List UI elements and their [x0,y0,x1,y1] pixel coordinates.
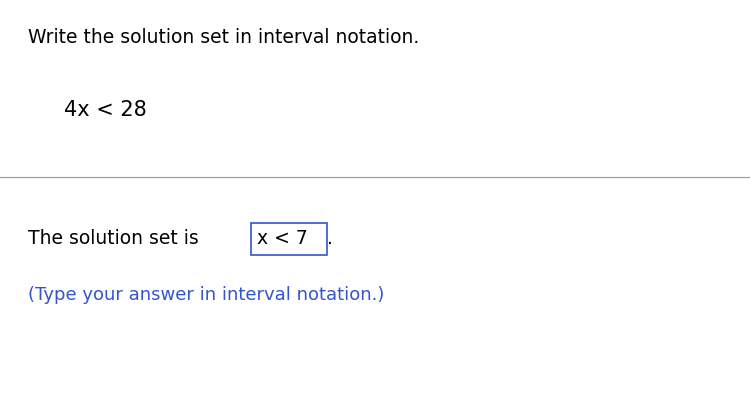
Text: .: . [327,229,333,248]
Text: Write the solution set in interval notation.: Write the solution set in interval notat… [28,28,420,47]
Text: (Type your answer in interval notation.): (Type your answer in interval notation.) [28,285,385,304]
Text: The solution set is: The solution set is [28,229,206,248]
Text: 4x < 28: 4x < 28 [64,100,146,119]
Text: x < 7: x < 7 [256,229,307,248]
